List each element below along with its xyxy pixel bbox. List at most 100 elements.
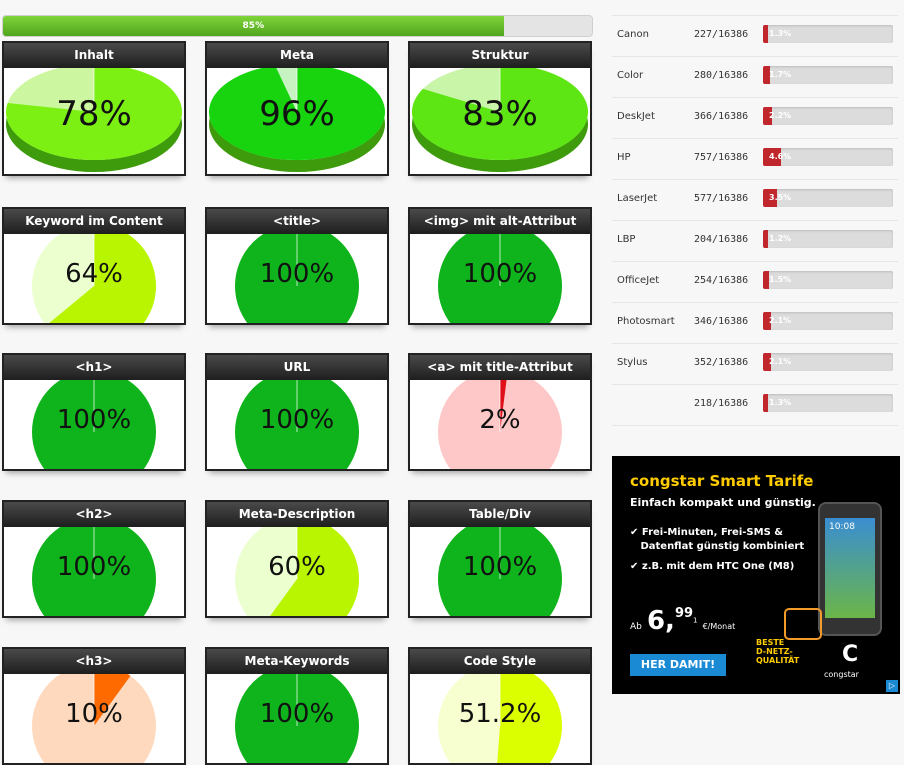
brand-count: 218/16386 bbox=[694, 398, 749, 409]
brand-count: 280/16386 bbox=[694, 70, 749, 81]
score-card: <title> 100% bbox=[205, 207, 389, 325]
brand-share-bar: 1.5% bbox=[763, 271, 893, 289]
brand-row-separator bbox=[612, 179, 898, 180]
score-card-title: Table/Div bbox=[410, 502, 590, 527]
brand-name: Canon bbox=[617, 29, 649, 40]
pie-slice bbox=[209, 68, 385, 160]
brand-row: Photosmart 346/16386 2.1% bbox=[612, 302, 898, 342]
brand-name: Photosmart bbox=[617, 316, 675, 327]
score-card: <img> mit alt-Attribut 100% bbox=[408, 207, 592, 325]
brand-name: DeskJet bbox=[617, 111, 655, 122]
score-card-title: <h1> bbox=[4, 355, 184, 380]
score-percentage: 100% bbox=[56, 552, 132, 582]
ad-quality: BESTE D-NETZ- QUALITÄT bbox=[756, 638, 800, 665]
score-card: <h1> 100% bbox=[2, 353, 186, 471]
brand-row: Stylus 352/16386 2.1% bbox=[612, 343, 898, 383]
ad-bullet-1: ✔ Frei-Minuten, Frei-SMS & Datenflat gün… bbox=[630, 527, 805, 552]
phone-image: 10:08 bbox=[818, 502, 882, 636]
brand-name: HP bbox=[617, 152, 631, 163]
brand-share-label: 1.2% bbox=[769, 234, 792, 243]
pie-chart bbox=[235, 380, 359, 469]
brand-share-bar: 1.7% bbox=[763, 66, 893, 84]
brand-share-fill bbox=[763, 353, 772, 371]
brand-count: 352/16386 bbox=[694, 357, 749, 368]
score-card: Keyword im Content 64% bbox=[2, 207, 186, 325]
score-card: Table/Div 100% bbox=[408, 500, 592, 618]
score-percentage: 78% bbox=[56, 94, 132, 134]
brand-share-fill bbox=[763, 25, 769, 43]
brand-row: HP 757/16386 4.6% bbox=[612, 138, 898, 178]
adchoices-icon[interactable]: ▷ bbox=[886, 680, 898, 692]
brand-share-label: 4.6% bbox=[769, 152, 792, 161]
overall-progress-fill: 85% bbox=[3, 16, 504, 36]
pie-chart bbox=[235, 527, 360, 616]
score-card: Inhalt 78% bbox=[2, 41, 186, 176]
brand-count: 366/16386 bbox=[694, 111, 749, 122]
brand-name: LBP bbox=[617, 234, 636, 245]
brand-share-label: 1.3% bbox=[769, 29, 792, 38]
ad-cta-button[interactable]: HER DAMIT! bbox=[630, 654, 726, 676]
brand-row: Canon 227/16386 1.3% bbox=[612, 15, 898, 55]
score-percentage: 100% bbox=[259, 259, 335, 289]
score-percentage: 100% bbox=[56, 405, 132, 435]
brand-name: Stylus bbox=[617, 357, 648, 368]
brand-share-bar: 2.1% bbox=[763, 312, 893, 330]
brand-share-label: 1.3% bbox=[769, 398, 792, 407]
brand-share-bar: 1.3% bbox=[763, 394, 893, 412]
score-percentage: 51.2% bbox=[458, 699, 542, 729]
score-percentage: 100% bbox=[259, 699, 335, 729]
brand-count: 577/16386 bbox=[694, 193, 749, 204]
pie-chart bbox=[412, 68, 588, 172]
brand-share-fill bbox=[763, 312, 772, 330]
brand-row-separator bbox=[612, 384, 898, 385]
score-card: Meta 96% bbox=[205, 41, 389, 176]
score-card-title: Meta-Keywords bbox=[207, 649, 387, 674]
brand-share-label: 2.1% bbox=[769, 357, 792, 366]
score-card: Meta-Description 60% bbox=[205, 500, 389, 618]
score-card-title: Keyword im Content bbox=[4, 209, 184, 234]
ad-bullet-2: ✔ z.B. mit dem HTC One (M8) bbox=[630, 561, 795, 572]
brand-share-bar: 2.2% bbox=[763, 107, 893, 125]
ad-subline: Einfach kompakt und günstig. bbox=[630, 496, 816, 509]
brand-share-label: 3.5% bbox=[769, 193, 792, 202]
pie-slice bbox=[270, 527, 360, 616]
pie-chart bbox=[438, 380, 562, 469]
brand-row-separator bbox=[612, 97, 898, 98]
brand-row-separator bbox=[612, 15, 898, 16]
score-percentage: 96% bbox=[259, 94, 335, 134]
score-percentage: 2% bbox=[479, 405, 521, 435]
overall-progress-bar: 85% bbox=[2, 15, 593, 37]
brand-share-bar: 3.5% bbox=[763, 189, 893, 207]
brand-name: OfficeJet bbox=[617, 275, 660, 286]
brand-share-label: 2.1% bbox=[769, 316, 792, 325]
brand-row: LBP 204/16386 1.2% bbox=[612, 220, 898, 260]
congstar-advertisement[interactable]: congstar Smart Tarife Einfach kompakt un… bbox=[612, 456, 900, 694]
score-card-title: Meta bbox=[207, 43, 387, 68]
brand-row-separator bbox=[612, 56, 898, 57]
pie-chart bbox=[438, 234, 562, 323]
pie-chart bbox=[32, 234, 156, 323]
brand-row-separator bbox=[612, 261, 898, 262]
score-percentage: 10% bbox=[65, 699, 123, 729]
score-percentage: 100% bbox=[259, 405, 335, 435]
score-card-title: Inhalt bbox=[4, 43, 184, 68]
brand-count: 757/16386 bbox=[694, 152, 749, 163]
score-card-title: <h2> bbox=[4, 502, 184, 527]
ad-price: Ab 6,991 €/Monat bbox=[630, 606, 736, 636]
overall-progress-label: 85% bbox=[242, 21, 265, 31]
pie-chart bbox=[32, 380, 156, 469]
pie-slice bbox=[49, 234, 156, 323]
brand-share-bar: 1.3% bbox=[763, 25, 893, 43]
ad-logo: congstar bbox=[824, 670, 859, 679]
score-card-title: URL bbox=[207, 355, 387, 380]
score-percentage: 83% bbox=[462, 94, 538, 134]
brand-share-fill bbox=[763, 66, 770, 84]
brand-name: LaserJet bbox=[617, 193, 658, 204]
score-percentage: 64% bbox=[65, 259, 123, 289]
score-card-title: <a> mit title-Attribut bbox=[410, 355, 590, 380]
congstar-logo-icon: C bbox=[842, 642, 859, 667]
score-card: <a> mit title-Attribut 2% bbox=[408, 353, 592, 471]
score-card-title: <img> mit alt-Attribut bbox=[410, 209, 590, 234]
brand-share-fill bbox=[763, 189, 777, 207]
brand-share-bar: 4.6% bbox=[763, 148, 893, 166]
